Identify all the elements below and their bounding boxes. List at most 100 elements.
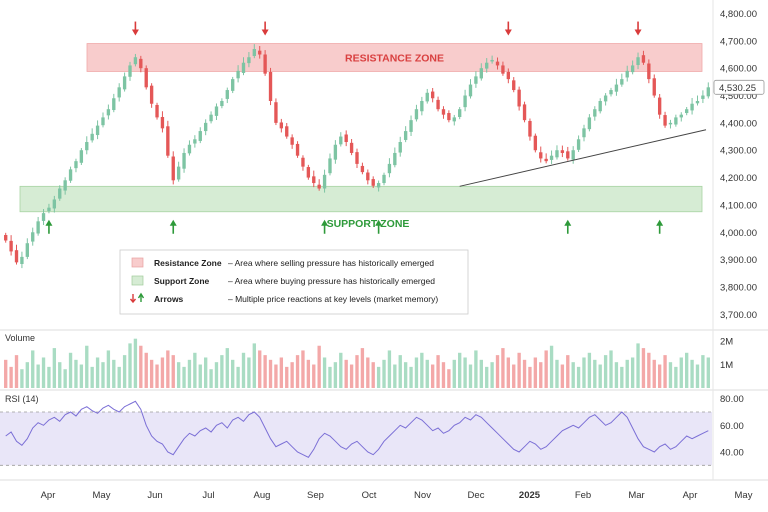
x-tick-label: May <box>735 490 753 501</box>
candle-body <box>614 84 619 92</box>
candle-body <box>128 65 132 77</box>
volume-bar <box>31 350 35 388</box>
candle-body <box>187 144 192 154</box>
candle-body <box>685 109 689 114</box>
price-tick-label: 3,800.00 <box>720 282 757 293</box>
candle-body <box>495 61 500 66</box>
volume-bar <box>285 366 289 388</box>
volume-bar <box>614 362 619 388</box>
candle-body <box>566 151 570 159</box>
volume-bar <box>533 357 538 388</box>
volume-bar <box>74 359 78 388</box>
volume-bar <box>366 357 370 388</box>
candle-body <box>263 54 267 74</box>
volume-bar <box>101 362 105 388</box>
volume-bar <box>436 355 440 388</box>
candle-body <box>582 128 586 138</box>
candle-body <box>117 87 121 98</box>
volume-bar <box>333 362 338 388</box>
support-zone-label: SUPPORT ZONE <box>327 218 410 230</box>
volume-bar <box>695 364 700 388</box>
volume-bar <box>139 345 143 388</box>
volume-bar <box>625 359 629 388</box>
volume-bar <box>690 359 694 388</box>
volume-bar <box>630 357 635 388</box>
candle-body <box>274 102 278 123</box>
candle-body <box>90 133 94 141</box>
candle-body <box>344 134 348 143</box>
candle-body <box>112 98 116 111</box>
candle-body <box>441 109 446 115</box>
volume-bar <box>668 362 673 388</box>
volume-bar <box>447 369 451 388</box>
candle-body <box>41 213 46 221</box>
candle-body <box>371 179 375 186</box>
up-arrow-icon <box>321 219 329 226</box>
candle-body <box>9 240 13 252</box>
candle-body <box>203 122 208 132</box>
trendline <box>459 129 707 187</box>
price-tick-label: 4,500.00 <box>720 91 757 102</box>
candle-body <box>695 100 700 104</box>
volume-bar <box>301 350 305 388</box>
legend-entry-desc: – Area where buying pressure has histori… <box>228 276 435 286</box>
volume-bar <box>387 350 392 388</box>
volume-bar <box>463 357 467 388</box>
price-tick-label: 3,700.00 <box>720 310 757 321</box>
candle-body <box>171 156 175 181</box>
legend-up-arrow-icon <box>137 292 145 302</box>
volume-bar <box>679 357 683 388</box>
candle-body <box>182 152 186 169</box>
legend-entry-name: Support Zone <box>154 276 210 286</box>
volume-bar <box>576 366 581 388</box>
candle-body <box>349 142 354 153</box>
volume-bar <box>474 350 478 388</box>
candle-body <box>139 58 143 69</box>
candle-body <box>360 165 365 173</box>
candle-body <box>279 122 284 129</box>
candle-body <box>198 131 202 141</box>
volume-bar <box>652 359 656 388</box>
up-arrow-icon <box>656 219 664 226</box>
candle-body <box>133 57 138 65</box>
volume-bar <box>258 350 262 388</box>
volume-bar <box>371 362 375 388</box>
volume-bar <box>312 364 316 388</box>
candle-body <box>603 95 608 102</box>
rsi-tick-label: 60.00 <box>720 421 744 432</box>
candle-body <box>539 152 543 159</box>
up-arrow-icon <box>45 219 53 226</box>
price-tick-label: 4,700.00 <box>720 36 757 47</box>
volume-bar <box>171 355 175 388</box>
volume-bar <box>452 359 456 388</box>
candle-body <box>555 150 559 158</box>
candle-body <box>414 109 419 120</box>
candle-body <box>225 90 229 99</box>
volume-bar <box>85 345 89 388</box>
volume-bar <box>603 355 608 388</box>
price-tick-label: 4,200.00 <box>720 173 757 184</box>
candle-body <box>317 184 321 189</box>
volume-bar <box>166 350 170 388</box>
volume-bar <box>393 364 397 388</box>
candle-body <box>209 114 213 122</box>
candle-body <box>58 188 62 199</box>
candle-body <box>193 139 197 144</box>
volume-bar <box>4 359 8 388</box>
volume-bar <box>63 369 67 388</box>
volume-bar <box>236 366 240 388</box>
x-tick-label: May <box>93 490 111 501</box>
candle-body <box>285 126 289 137</box>
volume-bar <box>706 357 710 388</box>
volume-bar <box>501 348 505 388</box>
candle-body <box>690 103 694 111</box>
x-tick-label: Nov <box>414 490 431 501</box>
candle-body <box>47 207 51 212</box>
resistance-zone-label: RESISTANCE ZONE <box>345 53 444 65</box>
volume-bar <box>279 357 284 388</box>
price-tick-label: 4,400.00 <box>720 118 757 129</box>
volume-bar <box>133 338 138 388</box>
candle-body <box>533 135 538 151</box>
candle-body <box>306 167 311 178</box>
legend-swatch-green <box>131 275 144 286</box>
